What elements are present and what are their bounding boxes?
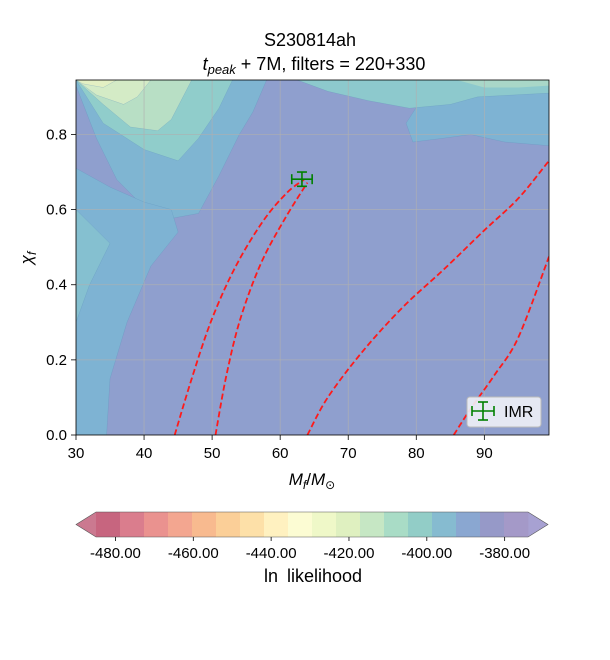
colorbar-segment-3 — [168, 512, 193, 537]
title-group: S230814ah tpeak + 7M, filters = 220+330 — [203, 30, 426, 77]
colorbar-over-arrow — [528, 512, 548, 537]
colorbar-tick-label-3: -420.00 — [324, 545, 375, 562]
x-tick-label-40: 40 — [136, 445, 153, 462]
colorbar-segment-13 — [408, 512, 433, 537]
colorbar-segment-5 — [216, 512, 241, 537]
y-tick-label-0.2: 0.2 — [46, 352, 67, 369]
y-tick-label-0.8: 0.8 — [46, 126, 67, 143]
x-tick-label-80: 80 — [408, 445, 425, 462]
colorbar-segment-12 — [384, 512, 409, 537]
colorbar-outline — [75, 511, 549, 538]
x-tick-label-30: 30 — [68, 445, 85, 462]
colorbar-tick-label-4: -400.00 — [401, 545, 452, 562]
colorbar-segment-2 — [144, 512, 169, 537]
y-tick-label-0.0: 0.0 — [46, 427, 67, 444]
legend-marker — [471, 401, 495, 421]
imr-errorbar — [290, 171, 313, 188]
y-axis-label: χf — [17, 250, 39, 266]
x-axis-label: Mf/M⊙ — [289, 470, 335, 492]
colorbar-tick-label-0: -480.00 — [90, 545, 141, 562]
plot-area — [75, 79, 550, 436]
colorbar-under-arrow — [76, 512, 96, 537]
colorbar-segment-1 — [120, 512, 145, 537]
colorbar-segment-14 — [432, 512, 457, 537]
colorbar-segment-0 — [96, 512, 121, 537]
legend: IMR — [466, 396, 542, 428]
grid-lines — [76, 80, 549, 435]
y-tick-label-0.6: 0.6 — [46, 202, 67, 219]
colorbar-segment-7 — [264, 512, 289, 537]
colorbar-tick-label-1: -460.00 — [168, 545, 219, 562]
red-contour-1 — [214, 182, 309, 435]
plot-frame — [75, 79, 550, 436]
colorbar-segment-10 — [336, 512, 361, 537]
colorbar-segment-17 — [504, 512, 529, 537]
contour-fills — [76, 80, 549, 435]
red-contour-2 — [306, 160, 549, 435]
x-tick-label-70: 70 — [340, 445, 357, 462]
chart-subtitle: tpeak + 7M, filters = 220+330 — [203, 54, 426, 77]
red-contour-0 — [173, 178, 305, 435]
x-tick-label-50: 50 — [204, 445, 221, 462]
contour-region-top-inner — [457, 80, 549, 88]
x-tick-label-90: 90 — [476, 445, 493, 462]
legend-label-imr: IMR — [504, 404, 533, 421]
colorbar: -480.00 -460.00 -440.00 -420.00 -400.00 -380.… — [75, 511, 549, 562]
y-axis: 0.0 0.2 0.4 0.6 0.8 — [46, 126, 76, 444]
x-axis: 30 40 50 60 70 80 90 — [68, 435, 493, 462]
chart-title: S230814ah — [264, 30, 356, 50]
red-contour-3 — [452, 256, 549, 435]
colorbar-segment-4 — [192, 512, 217, 537]
red-contours — [173, 160, 549, 435]
colorbar-segment-16 — [480, 512, 505, 537]
colorbar-label: ln likelihood — [264, 566, 362, 586]
subtitle-sub: peak — [207, 62, 238, 77]
colorbar-segment-15 — [456, 512, 481, 537]
colorbar-segment-11 — [360, 512, 385, 537]
contour-band-left-1 — [76, 209, 111, 323]
subtitle-rest: + 7M, filters = 220+330 — [236, 54, 426, 74]
colorbar-segment-9 — [312, 512, 337, 537]
subtitle-t: t — [203, 54, 209, 74]
imr-point — [290, 171, 313, 188]
x-tick-label-60: 60 — [272, 445, 289, 462]
colorbar-tick-label-2: -440.00 — [246, 545, 297, 562]
contour-band-upper-4 — [76, 80, 117, 88]
colorbar-tick-label-5: -380.00 — [479, 545, 530, 562]
colorbar-segment-8 — [288, 512, 313, 537]
y-tick-label-0.4: 0.4 — [46, 277, 67, 294]
colorbar-segment-6 — [240, 512, 265, 537]
